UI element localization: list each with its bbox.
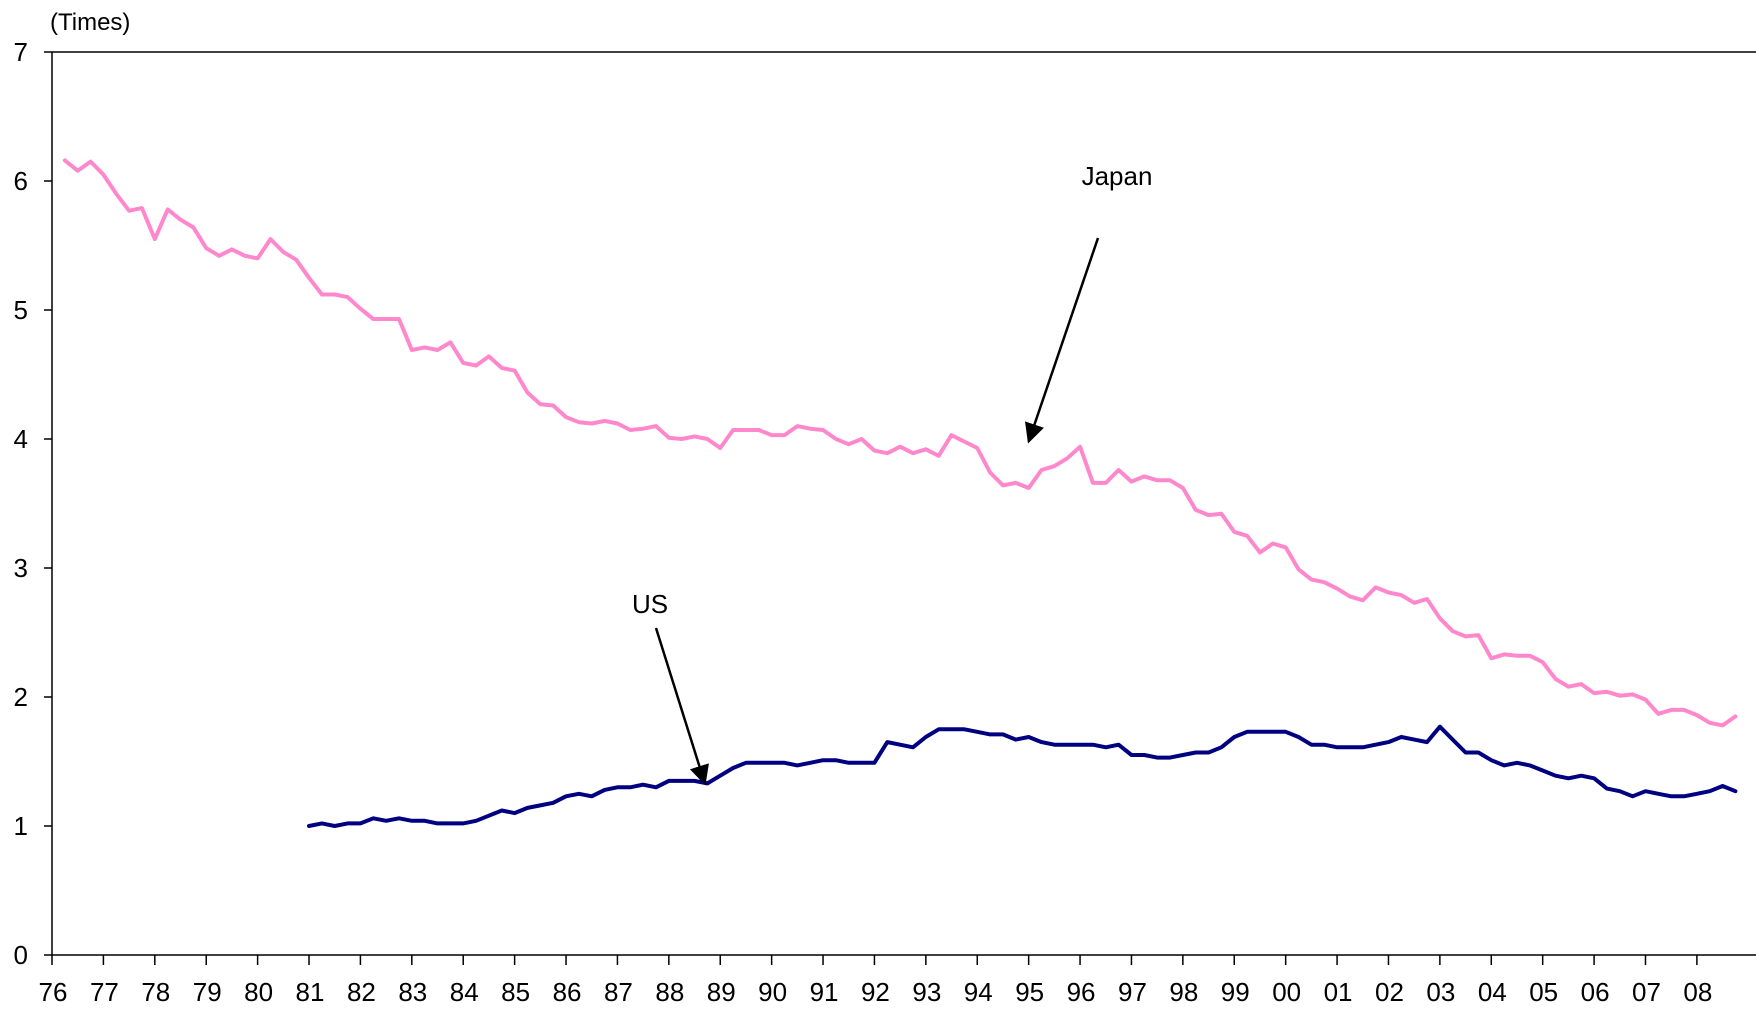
y-tick-label: 1 — [14, 811, 28, 841]
x-tick-label: 78 — [141, 977, 170, 1007]
y-tick-label: 5 — [14, 295, 28, 325]
x-tick-label: 83 — [398, 977, 427, 1007]
x-tick-label: 91 — [810, 977, 839, 1007]
x-tick-label: 02 — [1375, 977, 1404, 1007]
x-tick-label: 07 — [1632, 977, 1661, 1007]
y-tick-label: 2 — [14, 682, 28, 712]
x-tick-label: 80 — [244, 977, 273, 1007]
x-axis-ticks: 76 77 78 79 80 81 82 83 84 85 86 87 88 89 90 91 92 93 94 95… — [39, 955, 1712, 1007]
x-tick-label: 95 — [1015, 977, 1044, 1007]
x-tick-label: 88 — [655, 977, 684, 1007]
x-tick-label: 94 — [964, 977, 993, 1007]
series-layer — [62, 158, 1738, 828]
axes — [51, 51, 1756, 956]
y-tick-label: 3 — [14, 553, 28, 583]
x-tick-label: 04 — [1478, 977, 1507, 1007]
x-tick-label: 87 — [604, 977, 633, 1007]
x-tick-label: 01 — [1324, 977, 1353, 1007]
x-tick-label: 76 — [39, 977, 68, 1007]
x-tick-label: 77 — [90, 977, 119, 1007]
annotation-label-japan: Japan — [1082, 161, 1153, 191]
x-tick-label: 96 — [1067, 977, 1096, 1007]
x-tick-label: 79 — [193, 977, 222, 1007]
x-tick-label: 82 — [347, 977, 376, 1007]
annotation-label-us: US — [632, 589, 668, 619]
x-tick-label: 00 — [1272, 977, 1301, 1007]
x-tick-label: 84 — [450, 977, 479, 1007]
x-tick-label: 90 — [758, 977, 787, 1007]
x-tick-label: 99 — [1221, 977, 1250, 1007]
annotation-arrow-us — [654, 627, 709, 786]
x-tick-label: 86 — [553, 977, 582, 1007]
y-tick-label: 6 — [14, 166, 28, 196]
unit-label: (Times) — [50, 9, 130, 36]
x-tick-label: 89 — [707, 977, 736, 1007]
x-tick-label: 05 — [1529, 977, 1558, 1007]
x-tick-label: 92 — [861, 977, 890, 1007]
series-line-japan — [62, 158, 1738, 728]
y-tick-label: 0 — [14, 940, 28, 970]
series-line-us — [307, 724, 1738, 828]
x-tick-label: 93 — [912, 977, 941, 1007]
x-tick-label: 81 — [296, 977, 325, 1007]
x-tick-label: 85 — [501, 977, 530, 1007]
annotation-arrow-japan — [1024, 237, 1100, 444]
y-tick-label: 7 — [14, 37, 28, 67]
y-tick-label: 4 — [14, 424, 28, 454]
y-axis-ticks: 0 1 2 3 4 5 6 7 — [14, 37, 52, 970]
x-tick-label: 97 — [1118, 977, 1147, 1007]
x-tick-label: 98 — [1169, 977, 1198, 1007]
x-tick-label: 03 — [1426, 977, 1455, 1007]
x-tick-label: 08 — [1683, 977, 1712, 1007]
x-tick-label: 06 — [1581, 977, 1610, 1007]
annotation-layer: Japan US — [632, 161, 1153, 786]
